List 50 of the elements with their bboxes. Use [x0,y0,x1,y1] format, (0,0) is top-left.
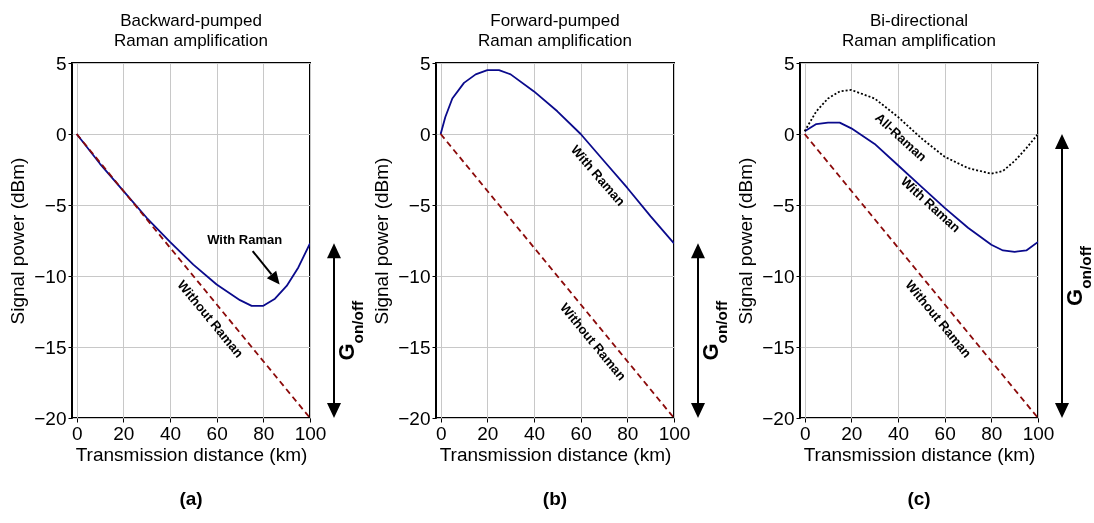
y-tick-label: −5 [44,194,67,216]
x-tick-label: 80 [253,422,275,444]
x-tick-label: 40 [887,422,910,444]
x-tick-label: 0 [435,422,447,444]
x-tick-label: 0 [799,422,811,444]
chart-title: Bi-directional Raman amplification [841,11,997,50]
chart-title: Backward-pumped Raman amplification [113,11,269,50]
x-tick-label: 100 [294,422,327,444]
y-tick-label: −15 [398,336,431,358]
y-tick-label: −10 [34,265,67,287]
x-tick-label: 60 [570,422,592,444]
y-axis-title: Signal power (dBm) [7,157,29,325]
y-tick-label: −15 [762,336,795,358]
y-tick-label: 0 [783,123,795,145]
line-series [439,69,674,245]
x-tick-label: 60 [206,422,228,444]
y-axis-title: Signal power (dBm) [371,157,393,325]
series-label: With Raman [207,231,283,247]
y-tick-label: 5 [55,52,67,74]
x-tick-label: 80 [617,422,639,444]
text: (b) [542,488,568,509]
y-tick-label: −20 [34,407,67,429]
y-tick-label: 5 [783,52,795,74]
y-axis-title: Signal power (dBm) [735,157,757,325]
x-tick-label: 0 [71,422,83,444]
y-tick-label: −5 [408,194,431,216]
x-tick-label: 80 [981,422,1003,444]
x-tick-label: 100 [658,422,691,444]
y-tick-label: −20 [398,407,431,429]
y-tick-label: −15 [34,336,67,358]
text: (c) [907,488,931,509]
x-tick-label: 20 [113,422,135,444]
y-tick-label: 5 [419,52,431,74]
y-tick-label: −10 [398,265,431,287]
y-tick-label: −10 [762,265,795,287]
x-axis-title: Transmission distance (km) [75,443,308,465]
x-axis-title: Transmission distance (km) [439,443,672,465]
x-axis-title: Transmission distance (km) [803,443,1036,465]
x-tick-label: 100 [1022,422,1055,444]
y-tick-label: −20 [762,407,795,429]
y-tick-label: −5 [772,194,795,216]
y-tick-label: 0 [419,123,431,145]
chart-title: Forward-pumped Raman amplification [477,11,633,50]
text: (a) [179,488,203,509]
x-tick-label: 40 [523,422,546,444]
x-tick-label: 40 [159,422,182,444]
x-tick-label: 20 [477,422,499,444]
y-tick-label: 0 [55,123,67,145]
x-tick-label: 20 [841,422,863,444]
x-tick-label: 60 [934,422,956,444]
